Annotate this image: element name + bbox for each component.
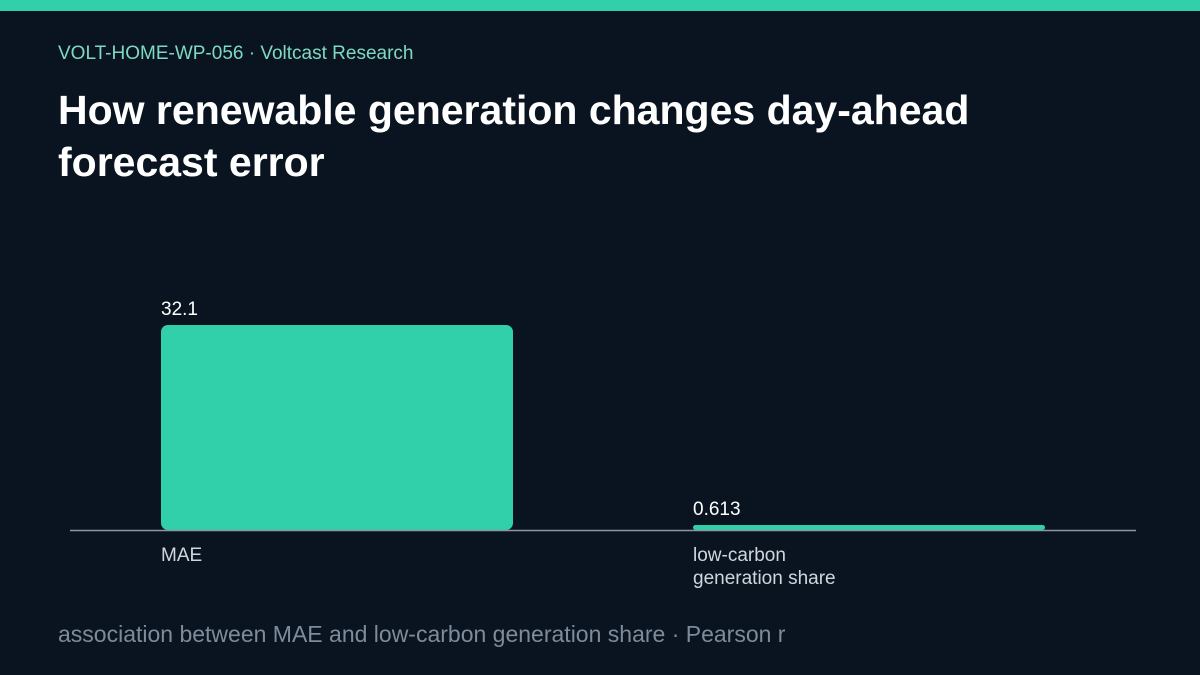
value-label-0: 32.1 bbox=[161, 299, 198, 320]
chart-title: How renewable generation changes day-ahe… bbox=[58, 87, 970, 185]
chart-footnote: association between MAE and low-carbon g… bbox=[58, 621, 786, 647]
bar-1 bbox=[693, 525, 1045, 530]
report-eyebrow: VOLT-HOME-WP-056 · Voltcast Research bbox=[58, 43, 414, 64]
top-accent-bar bbox=[0, 0, 1200, 11]
category-label-0: MAE bbox=[161, 545, 202, 566]
bar-0 bbox=[161, 325, 513, 530]
category-label-1: low-carbon generation share bbox=[693, 545, 836, 589]
value-label-1: 0.613 bbox=[693, 499, 741, 520]
